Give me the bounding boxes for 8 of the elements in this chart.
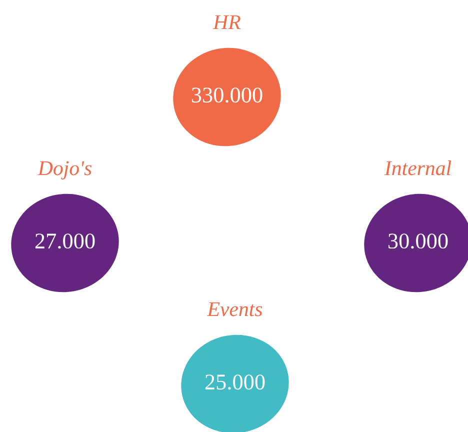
category-label: Internal [384,160,452,176]
data-label: 330.000 [192,88,262,103]
category-label: Events [206,302,262,316]
data-label: 25.000 [205,374,265,390]
data-label: 27.000 [35,234,95,249]
data-label: 30.000 [388,234,448,249]
category-label: HR [212,15,241,30]
category-label: Dojo's [38,161,92,180]
